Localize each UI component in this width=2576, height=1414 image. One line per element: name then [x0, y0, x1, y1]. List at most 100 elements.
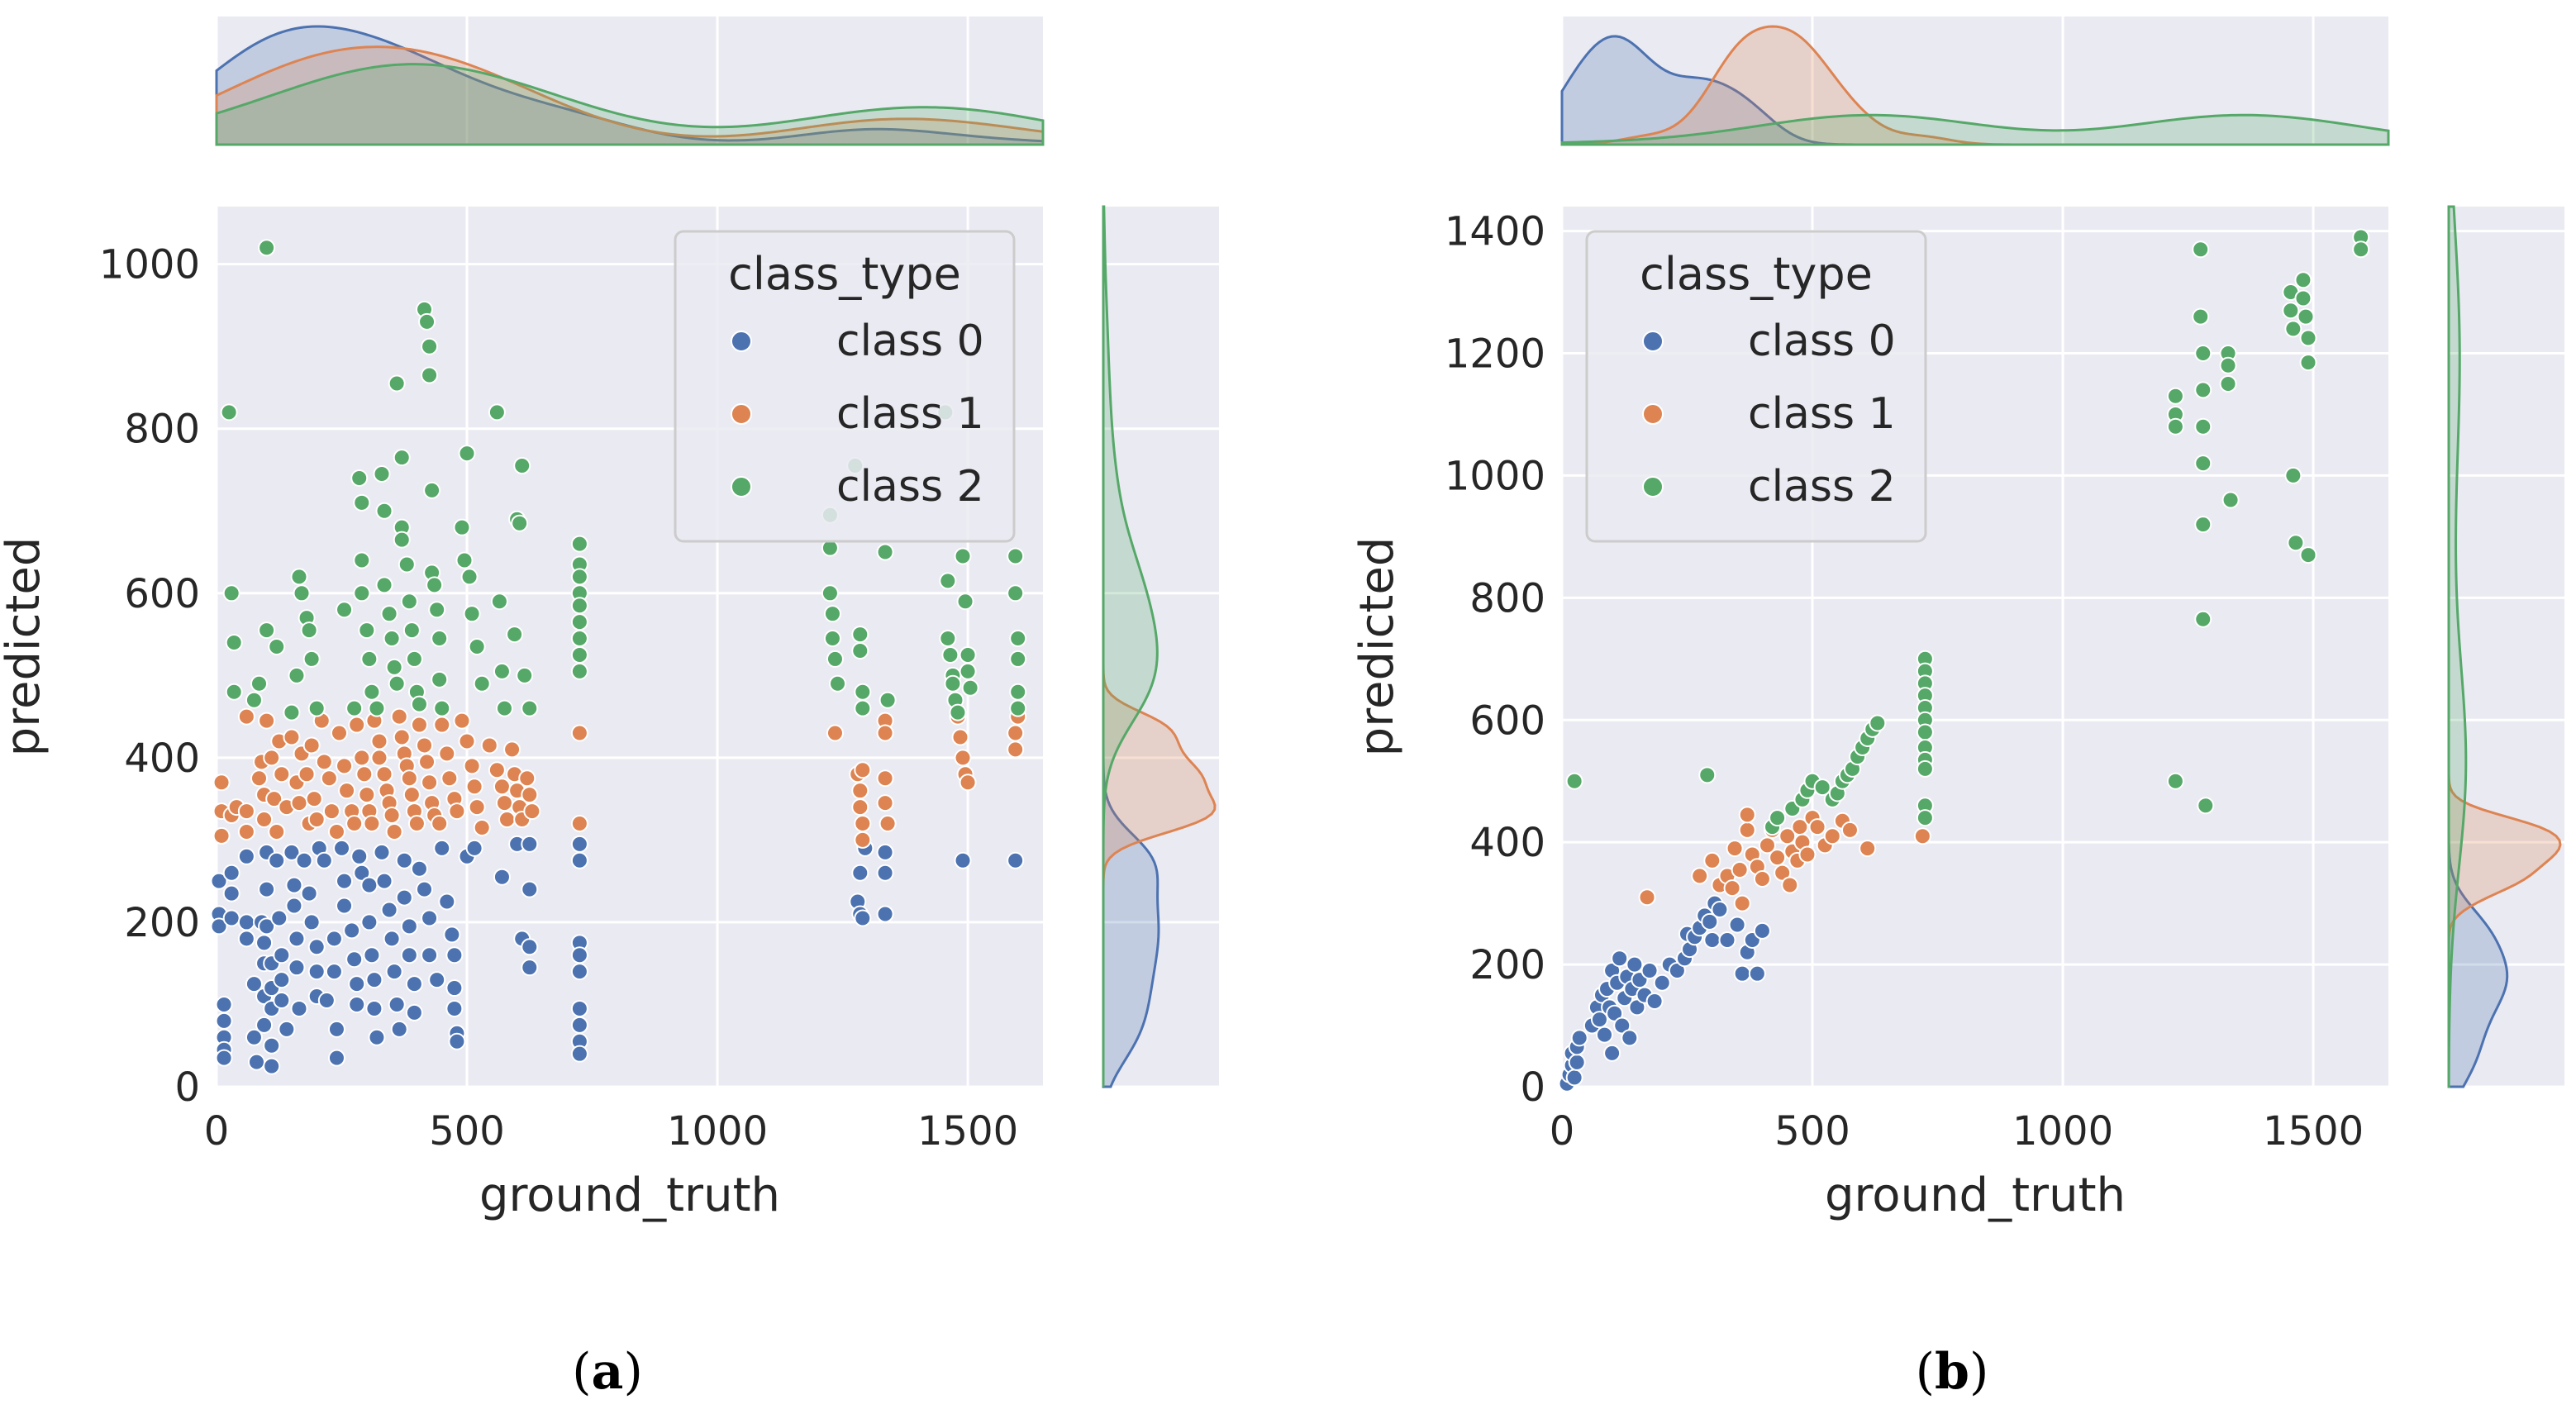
scatter-point-class-2 [2197, 797, 2215, 815]
scatter-point-class-1 [1913, 827, 1931, 845]
scatter-point-class-0 [1628, 998, 1646, 1016]
right-kde-class-2 [2447, 205, 2468, 1088]
scatter-point-class-1 [1778, 827, 1797, 845]
legend-box [1585, 230, 1927, 543]
scatter-point-class-0 [1645, 992, 1664, 1010]
scatter-point-class-2 [1009, 650, 1027, 668]
scatter-point-class-2 [405, 650, 423, 668]
y-tick-label: 0 [1520, 1064, 1545, 1111]
scatter-point-class-0 [333, 839, 351, 857]
scatter-point-class-0 [445, 999, 464, 1017]
scatter-point-class-2 [2299, 354, 2317, 372]
legend-box [674, 230, 1016, 543]
right-marginal-background [1103, 207, 1219, 1087]
scatter-point-class-1 [468, 798, 486, 817]
scatter-point-class-0 [325, 930, 343, 948]
y-tick-label: 600 [124, 571, 200, 617]
scatter-point-class-2 [1916, 759, 1934, 778]
legend-label: class 1 [836, 389, 984, 439]
scatter-point-class-2 [2219, 356, 2237, 374]
legend-marker [1642, 403, 1664, 425]
scatter-point-class-2 [350, 469, 369, 487]
scatter-point-class-1 [268, 822, 286, 840]
caption-open-paren: ( [1916, 1343, 1935, 1401]
scatter-point-class-2 [421, 337, 439, 355]
scatter-point-class-0 [445, 979, 464, 997]
scatter-point-class-2 [1009, 683, 1027, 701]
scatter-point-class-1 [302, 736, 321, 755]
scatter-point-class-1 [345, 814, 364, 832]
scatter-point-class-2 [368, 699, 386, 717]
scatter-point-class-2 [826, 650, 844, 668]
scatter-point-class-0 [1570, 1029, 1588, 1047]
scatter-point-class-2 [2194, 381, 2212, 399]
scatter-point-class-1 [488, 761, 506, 779]
scatter-point-class-0 [285, 897, 303, 915]
scatter-point-class-1 [1733, 894, 1751, 912]
scatter-point-class-2 [879, 691, 897, 709]
caption-letter: a [592, 1343, 624, 1401]
scatter-point-class-0 [258, 880, 276, 898]
scatter-point-class-2 [225, 634, 243, 652]
scatter-point-class-0 [876, 843, 894, 861]
scatter-point-class-0 [336, 897, 354, 915]
scatter-point-class-1 [383, 807, 401, 825]
scatter-point-class-0 [255, 1016, 274, 1034]
scatter-point-class-1 [854, 831, 872, 849]
scatter-point-class-0 [493, 868, 511, 886]
scatter-point-class-0 [465, 839, 483, 857]
scatter-point-class-2 [290, 568, 308, 586]
scatter-point-class-2 [823, 630, 841, 648]
scatter-point-class-2 [490, 593, 508, 611]
scatter-point-class-0 [285, 876, 303, 894]
scatter-point-class-1 [255, 811, 274, 829]
y-axis-title: predicted [1350, 537, 1404, 757]
scatter-point-class-1 [370, 732, 388, 750]
scatter-point-class-1 [421, 774, 439, 792]
y-tick-label: 200 [1469, 942, 1545, 988]
scatter-point-class-2 [2192, 307, 2210, 326]
caption-close-paren: ) [623, 1343, 642, 1401]
scatter-point-class-2 [258, 239, 276, 257]
scatter-point-class-2 [570, 597, 588, 615]
scatter-point-class-0 [1703, 931, 1721, 949]
scatter-point-class-2 [488, 403, 506, 421]
scatter-point-class-0 [343, 921, 361, 940]
scatter-point-class-0 [570, 1016, 588, 1034]
scatter-point-class-1 [307, 811, 326, 829]
scatter-point-class-2 [393, 449, 411, 467]
caption-open-paren: ( [572, 1343, 591, 1401]
scatter-point-class-1 [503, 740, 521, 759]
scatter-point-class-2 [385, 658, 403, 676]
scatter-point-class-2 [388, 674, 406, 693]
scatter-point-class-2 [959, 645, 977, 664]
y-tick-label: 0 [174, 1064, 200, 1111]
scatter-point-class-0 [327, 1020, 345, 1038]
scatter-point-class-1 [433, 716, 451, 734]
x-tick-label: 0 [204, 1108, 230, 1155]
scatter-point-class-1 [212, 826, 231, 845]
scatter-point-class-2 [353, 584, 371, 602]
scatter-point-class-0 [438, 893, 456, 911]
scatter-point-class-0 [410, 859, 428, 878]
scatter-point-class-2 [268, 638, 286, 655]
scatter-point-class-2 [2294, 289, 2312, 307]
scatter-point-class-2 [398, 555, 416, 574]
scatter-point-class-0 [1626, 955, 1644, 974]
scatter-point-class-2 [421, 366, 439, 384]
scatter-point-class-2 [495, 699, 513, 717]
scatter-point-class-0 [421, 909, 439, 927]
scatter-point-class-0 [263, 1036, 281, 1055]
scatter-point-class-1 [263, 749, 281, 767]
scatter-point-class-0 [268, 851, 286, 869]
scatter-point-class-1 [951, 728, 969, 746]
scatter-point-class-0 [365, 971, 383, 989]
scatter-point-class-2 [1007, 547, 1025, 565]
scatter-point-class-1 [1859, 840, 1877, 858]
scatter-point-class-2 [570, 535, 588, 553]
scatter-point-class-1 [879, 814, 897, 832]
scatter-point-class-1 [418, 753, 436, 771]
scatter-point-class-0 [570, 835, 588, 853]
scatter-point-class-1 [463, 757, 481, 775]
scatter-point-class-0 [327, 1049, 345, 1067]
